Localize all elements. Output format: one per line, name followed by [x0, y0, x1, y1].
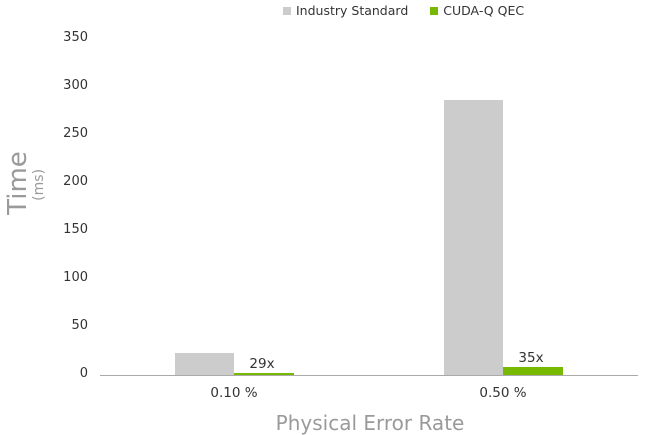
y-tick: 300: [63, 78, 88, 93]
bar-industry-0.50: [444, 100, 503, 375]
legend-label: Industry Standard: [296, 3, 409, 18]
x-axis-title: Physical Error Rate: [275, 411, 465, 435]
x-tick: 0.10 %: [210, 385, 258, 401]
y-tick: 200: [63, 174, 88, 189]
y-tick: 100: [63, 270, 88, 285]
chart-legend: Industry Standard CUDA-Q QEC: [283, 3, 524, 18]
x-axis-line: [100, 375, 638, 376]
legend-swatch-gray: [283, 6, 291, 15]
y-axis-unit: (ms): [30, 168, 47, 201]
y-axis-title: Time (ms): [2, 151, 47, 215]
legend-label: CUDA-Q QEC: [443, 3, 525, 18]
x-tick: 0.50 %: [479, 385, 527, 401]
y-tick: 50: [71, 318, 88, 333]
speedup-label: 35x: [518, 350, 544, 366]
y-axis-title-main: Time: [2, 151, 33, 215]
legend-item-cuda-q-qec: CUDA-Q QEC: [430, 3, 524, 18]
y-tick: 350: [63, 30, 88, 45]
bar-industry-0.10: [175, 353, 234, 375]
bar-cudaq-0.50: [503, 367, 563, 375]
legend-item-industry-standard: Industry Standard: [283, 3, 408, 18]
y-tick: 150: [63, 222, 88, 237]
y-tick: 0: [79, 366, 88, 381]
bar-cudaq-0.10: [234, 373, 294, 375]
speedup-label: 29x: [249, 356, 275, 372]
legend-swatch-green: [430, 6, 439, 15]
y-tick: 250: [63, 126, 88, 141]
